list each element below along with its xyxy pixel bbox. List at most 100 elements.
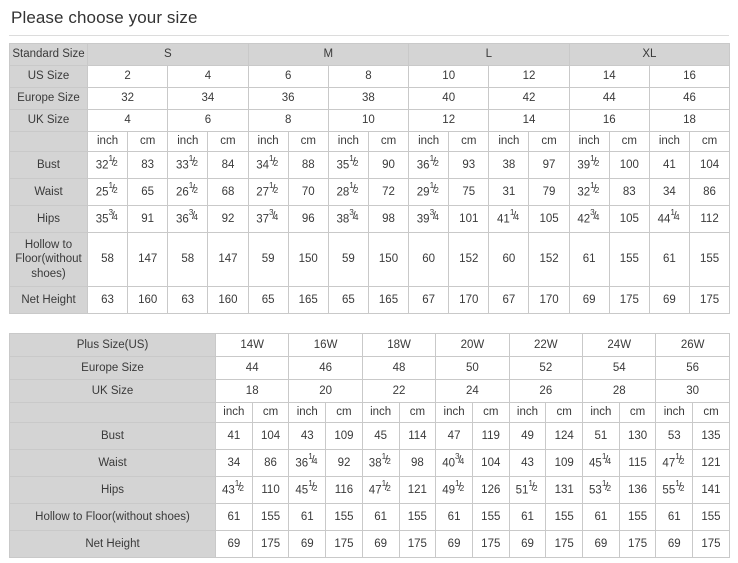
cell-plus-sizes-2: 18W <box>361 333 437 357</box>
unit-cm-0: cm <box>127 131 169 152</box>
cell-net-height-6: 69 <box>435 530 473 558</box>
cell-net-height-2: 63 <box>167 286 209 314</box>
cell-us-size-3: 8 <box>327 65 410 88</box>
cell-waist-9: 109 <box>545 449 584 477</box>
cell-net-height-0: 63 <box>86 286 129 314</box>
cell-hips-8: 39 3/4 <box>408 205 450 233</box>
cell-hollow-to-floor-14: 61 <box>648 232 690 287</box>
cell-waist-4: 27 1/2 <box>247 178 289 206</box>
unit-inch-6: inch <box>655 402 694 423</box>
cell-bust-12: 53 <box>655 422 694 450</box>
unit-cm-6: cm <box>608 131 650 152</box>
cell-bust-8: 49 <box>508 422 547 450</box>
cell-hollow-to-floor-8: 60 <box>408 232 450 287</box>
unit-cm-1: cm <box>325 402 363 423</box>
cell-europe-size-2: 36 <box>247 87 329 110</box>
unit-inch-4: inch <box>408 131 450 152</box>
cell-hollow-to-floor-5: 155 <box>398 503 437 531</box>
unit-cm-4: cm <box>448 131 490 152</box>
cell-hips-7: 98 <box>367 205 410 233</box>
table-row: Hips 43 1/2 110 45 1/2 116 47 1/2 121 49 1/2 126 51 1/… <box>9 476 730 504</box>
unit-inch-1: inch <box>288 402 327 423</box>
cell-hollow-to-floor-11: 155 <box>618 503 657 531</box>
cell-europe-size-6: 56 <box>655 356 730 380</box>
title-divider <box>9 35 729 36</box>
row-label-waist: Waist <box>9 178 88 206</box>
cell-net-height-7: 165 <box>367 286 410 314</box>
unit-inch-0: inch <box>215 402 253 423</box>
cell-net-height-15: 175 <box>688 286 731 314</box>
unit-inch-1: inch <box>167 131 209 152</box>
cell-waist-7: 104 <box>471 449 510 477</box>
cell-uk-size-1: 20 <box>288 379 363 403</box>
table-row: Bust 41 104 43 109 45 114 47 119 49 124 51 130 53 135 <box>9 422 730 450</box>
cell-hips-11: 136 <box>618 476 657 504</box>
cell-bust-3: 109 <box>325 422 363 450</box>
row-label-plus-size: Plus Size(US) <box>9 333 216 357</box>
table-row: UK Size 4 6 8 10 12 14 16 18 <box>9 109 731 132</box>
unit-inch-2: inch <box>247 131 289 152</box>
cell-hips-13: 105 <box>608 205 650 233</box>
row-label-uk-size: UK Size <box>9 379 216 403</box>
unit-cm-5: cm <box>618 402 657 423</box>
cell-us-size-1: 4 <box>167 65 249 88</box>
unit-cm-4: cm <box>545 402 584 423</box>
cell-hollow-to-floor-6: 61 <box>435 503 473 531</box>
cell-net-height-3: 175 <box>325 530 363 558</box>
cell-uk-size-3: 24 <box>435 379 510 403</box>
cell-europe-size-5: 54 <box>582 356 657 380</box>
cell-hips-5: 121 <box>398 476 437 504</box>
cell-waist-8: 29 1/2 <box>408 178 450 206</box>
cell-plus-sizes-0: 14W <box>214 333 290 357</box>
cell-europe-size-5: 42 <box>488 87 570 110</box>
cell-hips-9: 101 <box>448 205 490 233</box>
cell-net-height-8: 69 <box>508 530 547 558</box>
cell-waist-11: 79 <box>528 178 570 206</box>
cell-bust-6: 47 <box>435 422 473 450</box>
cell-bust-7: 119 <box>471 422 510 450</box>
unit-cm-2: cm <box>398 402 437 423</box>
table-row: UK Size 18 20 22 24 26 28 30 <box>9 379 730 403</box>
cell-europe-size-3: 50 <box>435 356 510 380</box>
unit-inch-5: inch <box>582 402 620 423</box>
cell-net-height-5: 165 <box>287 286 329 314</box>
cell-bust-2: 43 <box>288 422 327 450</box>
cell-hips-3: 92 <box>207 205 249 233</box>
cell-europe-size-4: 40 <box>408 87 490 110</box>
cell-waist-9: 75 <box>448 178 490 206</box>
cell-hollow-to-floor-7: 155 <box>471 503 510 531</box>
cell-hips-12: 42 3/4 <box>568 205 610 233</box>
cell-net-height-1: 160 <box>127 286 169 314</box>
cell-bust-1: 104 <box>251 422 290 450</box>
row-label-europe-size: Europe Size <box>9 356 216 380</box>
table-row: Net Height 69 175 69 175 69 175 69 175 69 175 69 175… <box>9 530 730 558</box>
cell-hips-0: 43 1/2 <box>215 476 253 504</box>
table-row: Hollow to Floor(without shoes) 61 155 61 155… <box>9 503 730 531</box>
cell-hollow-to-floor-13: 155 <box>692 503 730 531</box>
cell-hips-14: 44 1/4 <box>648 205 690 233</box>
cell-europe-size-7: 46 <box>648 87 731 110</box>
cell-bust-13: 100 <box>608 151 650 179</box>
cell-bust-11: 97 <box>528 151 570 179</box>
unit-inch-6: inch <box>568 131 610 152</box>
cell-europe-size-0: 32 <box>86 87 169 110</box>
cell-waist-7: 72 <box>367 178 410 206</box>
row-label-europe-size: Europe Size <box>9 87 88 110</box>
cell-net-height-11: 175 <box>618 530 657 558</box>
cell-waist-2: 26 1/2 <box>167 178 209 206</box>
cell-us-size-6: 14 <box>568 65 650 88</box>
cell-hips-2: 36 3/4 <box>167 205 209 233</box>
cell-net-height-0: 69 <box>215 530 253 558</box>
unit-inch-7: inch <box>648 131 690 152</box>
unit-inch-2: inch <box>361 402 400 423</box>
cell-bust-9: 124 <box>545 422 584 450</box>
cell-hollow-to-floor-11: 152 <box>528 232 570 287</box>
row-label-net-height: Net Height <box>9 286 88 314</box>
cell-net-height-8: 67 <box>408 286 450 314</box>
cell-europe-size-1: 46 <box>288 356 363 380</box>
page-title: Please choose your size <box>11 8 198 27</box>
cell-net-height-13: 175 <box>608 286 650 314</box>
cell-bust-2: 33 1/2 <box>167 151 209 179</box>
unit-inch-3: inch <box>435 402 473 423</box>
cell-bust-0: 41 <box>215 422 253 450</box>
